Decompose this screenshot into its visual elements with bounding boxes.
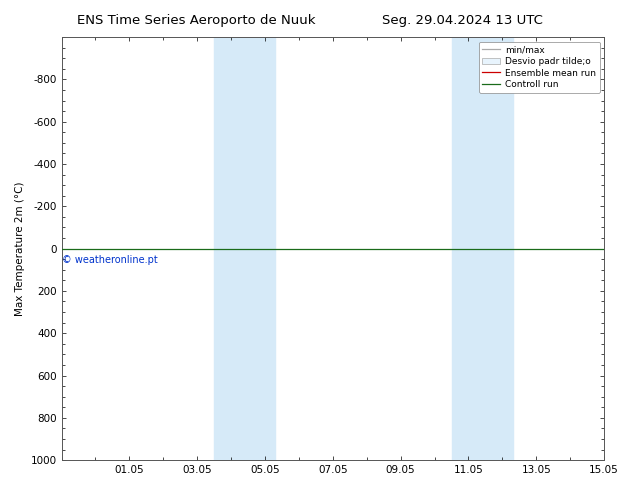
Y-axis label: Max Temperature 2m (°C): Max Temperature 2m (°C) — [15, 181, 25, 316]
Legend: min/max, Desvio padr tilde;o, Ensemble mean run, Controll run: min/max, Desvio padr tilde;o, Ensemble m… — [479, 42, 600, 93]
Text: © weatheronline.pt: © weatheronline.pt — [62, 255, 158, 265]
Bar — [214, 37, 275, 460]
Text: ENS Time Series Aeroporto de Nuuk: ENS Time Series Aeroporto de Nuuk — [77, 14, 316, 27]
Bar — [451, 37, 512, 460]
Text: Seg. 29.04.2024 13 UTC: Seg. 29.04.2024 13 UTC — [382, 14, 543, 27]
